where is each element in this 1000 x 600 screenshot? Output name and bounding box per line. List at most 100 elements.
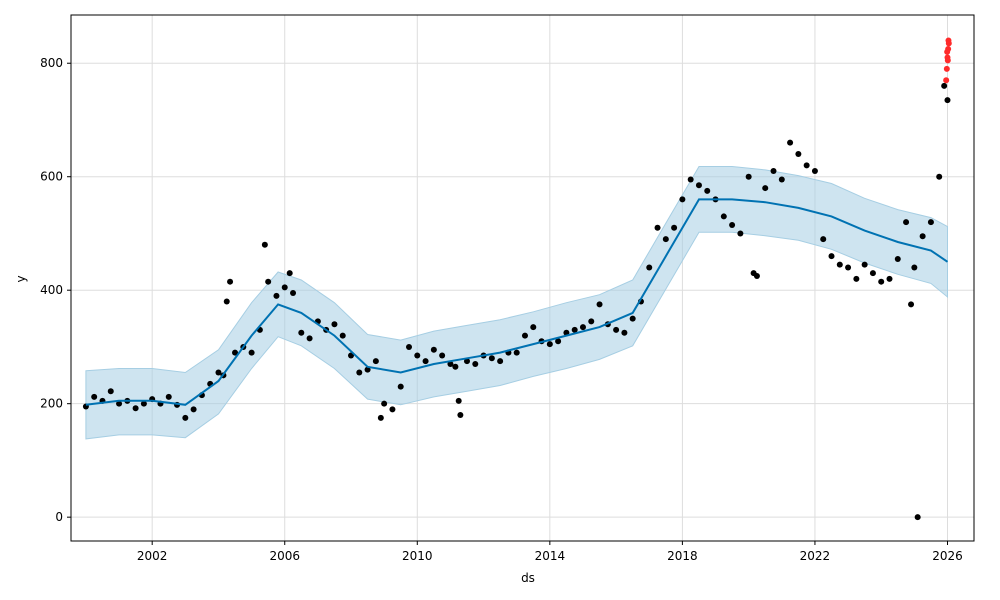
highlighted-point [945,40,952,47]
observed-point [820,236,827,243]
observed-point [132,405,139,412]
observed-point [165,393,172,400]
observed-point [298,329,305,336]
observed-point [778,176,785,183]
observed-point [903,219,910,226]
observed-point [861,261,868,268]
plot-frame [70,14,975,542]
observed-point [513,349,520,356]
x-tick-label: 2022 [800,549,831,563]
observed-point [629,315,636,322]
observed-point [116,400,123,407]
observed-point [787,139,794,146]
observed-point [911,264,918,271]
observed-point [227,278,234,285]
observed-point [621,329,628,336]
observed-point [182,414,189,421]
x-tick-label: 2006 [269,549,300,563]
forecast-line-layer [85,198,949,406]
highlighted-point [944,57,951,64]
observed-point [414,352,421,359]
highlighted-point [944,48,951,55]
observed-point [845,264,852,271]
observed-point [571,326,578,333]
observed-point [331,321,338,328]
observed-point [107,388,114,395]
interval-band-layer [85,166,948,440]
observed-point [914,514,921,521]
observed-point [803,162,810,169]
observed-point [306,335,313,342]
observed-point [613,326,620,333]
observed-point [372,358,379,365]
observed-point [261,241,268,248]
observed-point [389,406,396,413]
observed-point [339,332,346,339]
observed-point [836,261,843,268]
observed-point [356,369,363,376]
observed-point [286,270,293,277]
observed-point [248,349,255,356]
observed-point [936,173,943,180]
observed-point [687,176,694,183]
y-tick-label: 200 [40,397,63,411]
observed-point [695,182,702,189]
observed-point [886,275,893,282]
observed-point [223,298,230,305]
observed-point [472,360,479,367]
y-tick-label: 800 [40,56,63,70]
observed-point [588,318,595,325]
highlighted-point [943,65,950,72]
y-tick-label: 400 [40,283,63,297]
observed-point [853,275,860,282]
observed-point [745,173,752,180]
observed-point [190,406,197,413]
observed-point [555,338,562,345]
observed-point [406,343,413,350]
x-tick-label: 2026 [932,549,963,563]
observed-point [447,360,454,367]
grid-layer [71,15,974,541]
observed-point [596,301,603,308]
observed-point [795,151,802,158]
observed-point [828,253,835,260]
observed-point [811,168,818,175]
x-tick-label: 2014 [535,549,566,563]
observed-point [452,363,459,370]
observed-point [381,400,388,407]
observed-point [919,233,926,240]
observed-point [281,284,288,291]
observed-point [377,414,384,421]
observed-point [894,255,901,262]
observed-point [729,221,736,228]
observed-point [265,278,272,285]
highlighted-point [943,77,950,84]
observed-point [679,196,686,203]
observed-point [232,349,239,356]
forecast-line [85,198,949,406]
observed-point [753,273,760,280]
x-tick-label: 2002 [137,549,168,563]
y-tick-label: 600 [40,170,63,184]
observed-point [430,346,437,353]
observed-point [737,230,744,237]
observed-point [878,278,885,285]
observed-point [908,301,915,308]
observed-point [290,290,297,297]
observed-point [941,82,948,89]
x-tick-label: 2018 [667,549,698,563]
observed-point [497,358,504,365]
observed-point [654,224,661,231]
observed-point [869,270,876,277]
observed-point [215,369,222,376]
observed-point [704,187,711,194]
y-axis-label: y [14,275,28,282]
observed-point [944,97,951,104]
observed-point [457,412,464,419]
observed-point [546,341,553,348]
observed-point [720,213,727,220]
observed-point [671,224,678,231]
observed-point [463,358,470,365]
